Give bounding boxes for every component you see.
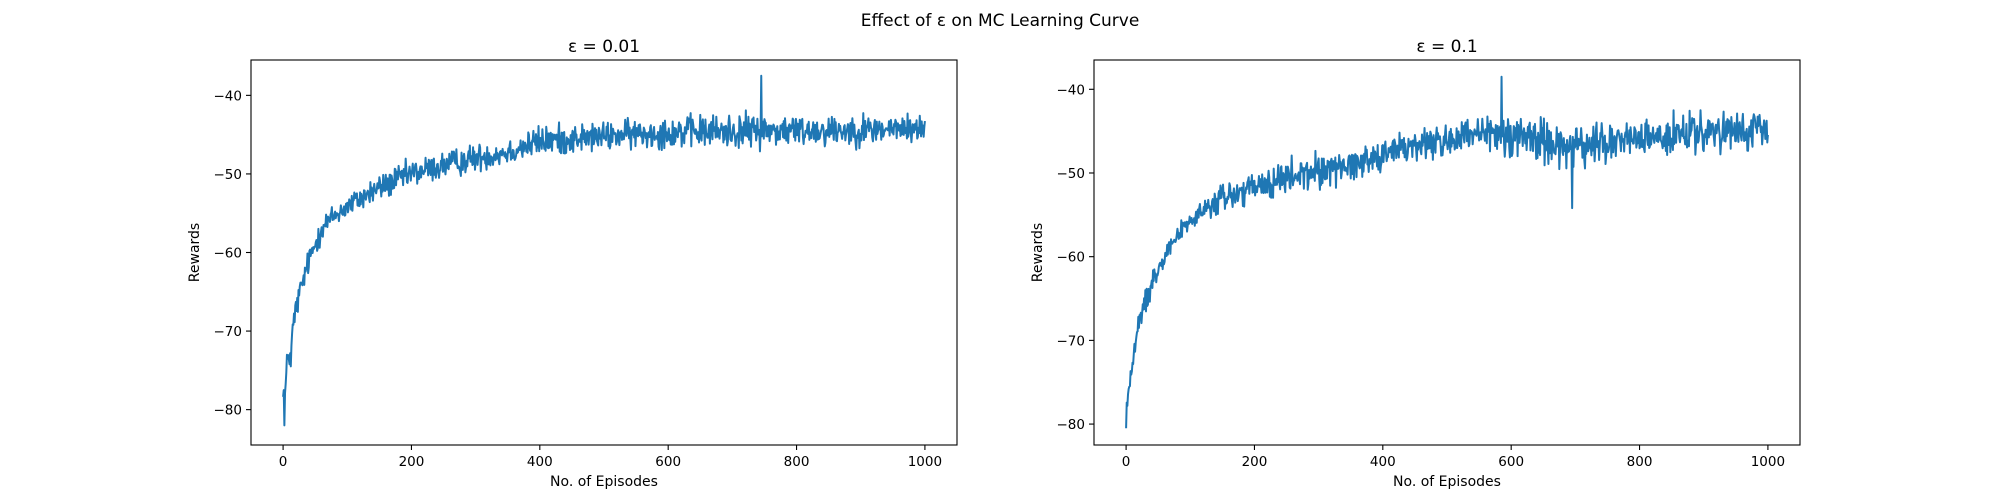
y-tick-label: −70 [1057, 333, 1086, 349]
x-tick-label: 200 [399, 454, 425, 470]
plot-frame [1093, 59, 1801, 446]
x-tick-label: 200 [1242, 454, 1268, 470]
x-tick-label: 600 [1498, 454, 1524, 470]
subplot-1: 0 200 400 600 800 1000 −80 −70 −60 −50 −40 ε = 0.01… [187, 37, 958, 490]
y-tick-label: −60 [1057, 250, 1086, 266]
y-tick-label: −70 [214, 324, 243, 340]
y-axis-label: Rewards [1030, 223, 1046, 282]
x-tick-label: 1000 [908, 454, 942, 470]
y-axis-label: Rewards [187, 223, 203, 282]
y-tick-label: −60 [214, 246, 243, 262]
x-tick-label: 400 [527, 454, 553, 470]
series-line [282, 74, 926, 427]
x-tick-label: 800 [784, 454, 810, 470]
series-line [1125, 75, 1769, 429]
x-tick-label: 800 [1627, 454, 1653, 470]
subplot-title: ε = 0.01 [568, 37, 640, 57]
y-tick-label: −50 [1057, 166, 1086, 182]
plot-frame [250, 59, 958, 446]
x-tick-label: 0 [279, 454, 288, 470]
y-tick-label: −50 [214, 167, 243, 183]
x-tick-label: 0 [1122, 454, 1131, 470]
x-tick-label: 400 [1370, 454, 1396, 470]
subplot-2: 0 200 400 600 800 1000 −80 −70 −60 −50 −40 ε = 0.1 N… [1030, 37, 1801, 490]
y-tick-label: −40 [214, 88, 243, 104]
subplot-title: ε = 0.1 [1416, 37, 1477, 57]
x-tick-label: 1000 [1751, 454, 1785, 470]
x-axis-label: No. of Episodes [1393, 474, 1501, 490]
y-tick-label: −80 [214, 403, 243, 419]
y-tick-label: −80 [1057, 417, 1086, 433]
x-tick-label: 600 [655, 454, 681, 470]
figure-suptitle: Effect of ε on MC Learning Curve [861, 11, 1140, 31]
y-tick-label: −40 [1057, 82, 1086, 98]
x-axis-label: No. of Episodes [550, 474, 658, 490]
